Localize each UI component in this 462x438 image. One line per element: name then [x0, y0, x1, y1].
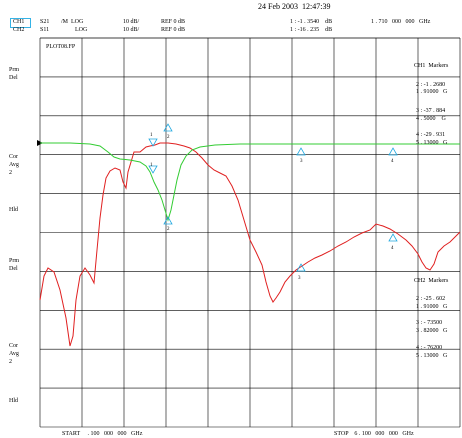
label-hld-1: Hld [9, 207, 18, 213]
label-avg-2: Avg [9, 351, 19, 357]
marker-1-triangle-mid[interactable] [148, 165, 158, 174]
ch1-marker-2-value: 2 : -1 . 2680 [416, 82, 446, 88]
ch1-format: /M LOG [61, 19, 84, 25]
label-two-2: 2 [9, 359, 12, 365]
marker-3-low-label: 3 [298, 276, 301, 281]
ch1-ref: REF 0 dB [161, 19, 186, 25]
ch1-label[interactable]: CH1 [13, 19, 25, 25]
ch2-marker-readout: 1 : -16 . 235 dB [290, 27, 333, 33]
marker-2-triangle-top[interactable] [163, 123, 173, 132]
marker-4-triangle-low[interactable] [388, 233, 398, 242]
ch2-ref: REF 0 dB [161, 27, 186, 33]
ch1-param: S21 [40, 19, 50, 25]
label-del-1: Del [9, 75, 18, 81]
label-prm-2: Prm [9, 258, 20, 264]
ch2-marker-4-freq: 5 . 13000 G [416, 353, 448, 359]
ch1-marker-3-value: 3 : -37 . 884 [416, 108, 446, 114]
label-prm-1: Prm [9, 67, 20, 73]
ch1-trace [39, 142, 461, 347]
ch1-marker-4-freq: 5 . 13000 G [416, 140, 448, 146]
ch2-marker-2-freq: 1 . 91000 G [416, 304, 448, 310]
marker-2-triangle-mid[interactable] [163, 216, 173, 225]
label-cor-1: Cor [9, 154, 18, 160]
graticule [39, 37, 461, 428]
ch1-marker-2-freq: 1 . 91000 G [416, 89, 448, 95]
marker-4-low-label: 4 [391, 246, 394, 251]
ch1-marker-3-freq: 4 . 5000 G [416, 116, 446, 122]
ch2-marker-3-value: 3 : - 73500 [416, 320, 443, 326]
ch2-param: S11 [40, 27, 50, 33]
ch1-marker-readout: 1 : -1 . 3540 dB [290, 19, 333, 25]
start-frequency: START . 100 000 000 GHz [62, 431, 143, 437]
timestamp: 24 Feb 2003 12:47:39 [258, 2, 331, 11]
ch1-scale: 10 dB/ [123, 19, 140, 25]
ch1-marker-4-value: 4 : -29 . 931 [416, 132, 446, 138]
marker-1-mid-label: 1 [150, 163, 153, 168]
ch2-label[interactable]: CH2 [13, 27, 25, 33]
ch2-trace [40, 142, 460, 222]
marker-frequency: 1 . 710 000 000 GHz [371, 19, 431, 25]
marker-3-triangle-low[interactable] [296, 263, 306, 272]
marker-2-mid-label: 2 [167, 227, 170, 232]
ch2-markers-title: CH2 Markers [414, 278, 449, 284]
marker-3-top-label: 3 [300, 159, 303, 164]
marker-group [148, 123, 398, 272]
marker-3-triangle-top[interactable] [296, 147, 306, 156]
marker-2-top-label: 2 [167, 135, 170, 140]
label-hld-2: Hld [9, 398, 18, 404]
marker-1-triangle-top[interactable] [148, 138, 158, 147]
stop-frequency: STOP 6 . 100 000 000 GHz [334, 431, 414, 437]
label-del-2: Del [9, 266, 18, 272]
ch1-markers-title: CH1 Markers [414, 63, 449, 69]
label-cor-2: Cor [9, 343, 18, 349]
marker-4-triangle-top[interactable] [388, 147, 398, 156]
ch2-marker-2-value: 2 : -25 . 602 [416, 296, 446, 302]
ch2-format: LOG [75, 27, 88, 33]
file-name: PLOT08.FP [46, 44, 76, 50]
active-channel-box[interactable] [10, 18, 31, 28]
marker-4-top-label: 4 [391, 159, 394, 164]
ch2-marker-3-freq: 3 . 82000 G [416, 328, 448, 334]
marker-1-top-label: 1 [150, 133, 153, 138]
label-avg-1: Avg [9, 162, 19, 168]
ch2-marker-4-value: 4 : - 76200 [416, 345, 443, 351]
ch2-scale: 10 dB/ [123, 27, 140, 33]
label-two-1: 2 [9, 170, 12, 176]
